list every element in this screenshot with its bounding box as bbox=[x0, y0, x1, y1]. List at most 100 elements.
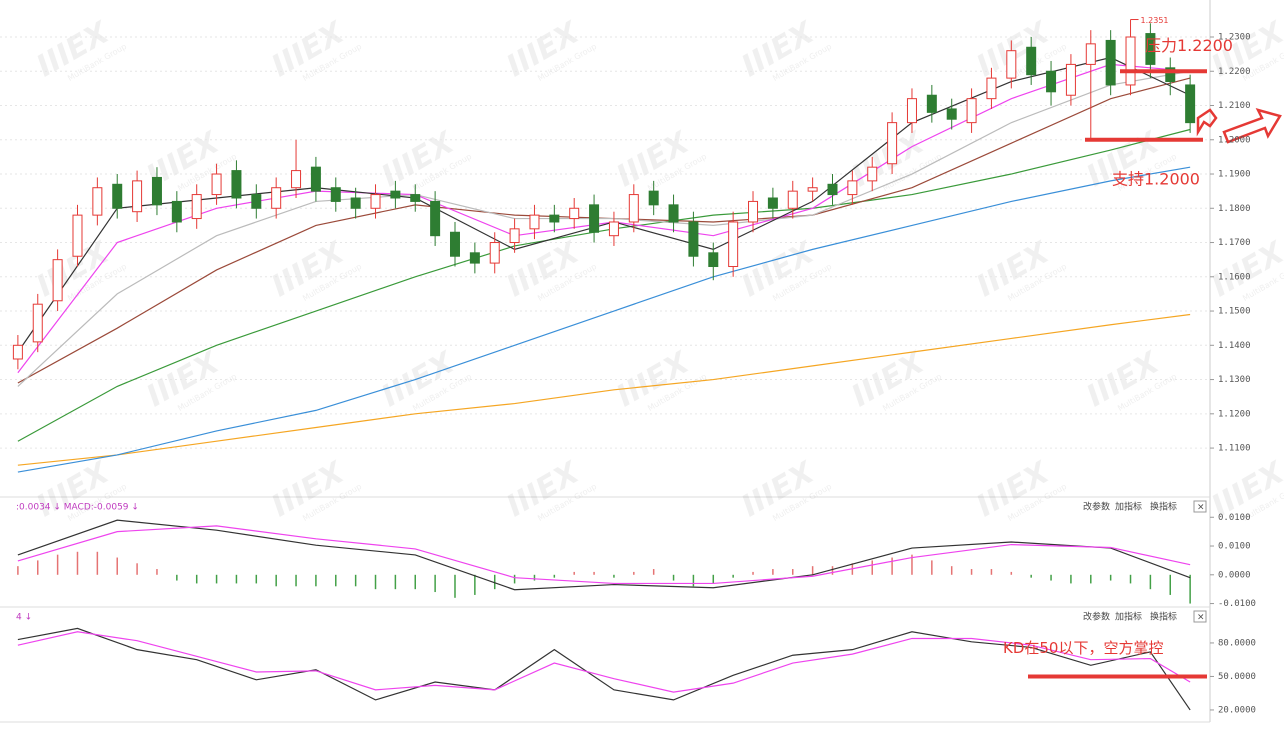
candle-body bbox=[489, 242, 500, 264]
indicator-button[interactable]: 改参数 bbox=[1083, 611, 1110, 623]
candle-body bbox=[330, 187, 341, 202]
arrow-down bbox=[1196, 108, 1218, 137]
candle-body bbox=[906, 98, 917, 124]
candle-body bbox=[966, 98, 977, 124]
indicator-line bbox=[17, 519, 1191, 591]
candle-body bbox=[151, 176, 162, 206]
candle-body bbox=[847, 180, 858, 196]
candle-body bbox=[1046, 70, 1057, 93]
candle-body bbox=[1185, 84, 1196, 124]
y-tick-label: 1.2200 bbox=[1218, 67, 1251, 77]
candle-body bbox=[887, 122, 898, 165]
indicator-button[interactable]: 改参数 bbox=[1083, 501, 1110, 513]
y-tick-label: 0.0100 bbox=[1218, 513, 1251, 523]
y-tick-label: 1.1500 bbox=[1218, 307, 1251, 317]
indicator-button[interactable]: 换指标 bbox=[1150, 501, 1177, 513]
indicator-line bbox=[17, 313, 1191, 466]
candle-body bbox=[1165, 67, 1176, 83]
candle-body bbox=[72, 214, 83, 257]
candle-body bbox=[648, 190, 659, 206]
kd-note: KD在50以下，空方掌控 bbox=[1003, 639, 1163, 657]
candle-body bbox=[1065, 63, 1076, 96]
candle-body bbox=[211, 173, 222, 196]
candle-body bbox=[688, 221, 699, 257]
y-tick-label: 0.0100 bbox=[1218, 542, 1251, 552]
y-tick-label: 0.0000 bbox=[1218, 570, 1251, 580]
y-tick-label: 80.0000 bbox=[1218, 638, 1256, 648]
y-tick-label: 1.1100 bbox=[1218, 444, 1251, 454]
candle-body bbox=[628, 194, 639, 223]
candle-body bbox=[271, 187, 282, 209]
y-tick-label: 1.2000 bbox=[1218, 135, 1251, 145]
candle-body bbox=[668, 204, 679, 223]
y-tick-label: 1.1800 bbox=[1218, 204, 1251, 214]
y-tick-label: 1.1200 bbox=[1218, 409, 1251, 419]
candle-body bbox=[350, 197, 361, 209]
candle-body bbox=[390, 190, 401, 199]
candle-body bbox=[469, 252, 480, 264]
indicator-button[interactable]: 加指标 bbox=[1115, 611, 1142, 623]
candle-body bbox=[1145, 33, 1156, 65]
high-label: 1.2351 bbox=[1141, 16, 1169, 25]
candle-body bbox=[708, 252, 719, 268]
y-tick-label: 1.1700 bbox=[1218, 238, 1251, 248]
candle-body bbox=[132, 180, 143, 213]
candle-body bbox=[370, 194, 381, 209]
candle-body bbox=[529, 214, 540, 230]
indicator-line bbox=[17, 525, 1191, 585]
candle-body bbox=[92, 187, 103, 216]
y-tick-label: 1.1900 bbox=[1218, 170, 1251, 180]
y-tick-label: 20.0000 bbox=[1218, 705, 1256, 715]
indicator-button[interactable]: 加指标 bbox=[1115, 501, 1142, 513]
candle-body bbox=[1026, 46, 1037, 76]
y-tick-label: -0.0100 bbox=[1218, 599, 1256, 609]
y-tick-label: 1.1300 bbox=[1218, 375, 1251, 385]
close-button[interactable]: × bbox=[1197, 503, 1205, 513]
indicator-line bbox=[17, 166, 1191, 473]
y-tick-label: 1.2100 bbox=[1218, 101, 1251, 111]
candle-body bbox=[787, 190, 798, 209]
candle-body bbox=[767, 197, 778, 209]
candle-body bbox=[926, 94, 937, 113]
candle-body bbox=[589, 204, 600, 233]
candle-body bbox=[509, 228, 520, 244]
candle-body bbox=[251, 194, 262, 209]
candle-body bbox=[946, 108, 957, 120]
level-label: 压力1.2200 bbox=[1145, 36, 1233, 55]
candle-body bbox=[748, 200, 759, 223]
arrow-right bbox=[1222, 108, 1282, 144]
candle-body bbox=[1006, 50, 1017, 79]
candle-body bbox=[1125, 36, 1136, 86]
candle-body bbox=[867, 166, 878, 182]
candle-body bbox=[310, 166, 321, 192]
indicator-button[interactable]: 换指标 bbox=[1150, 611, 1177, 623]
y-tick-label: 1.1400 bbox=[1218, 341, 1251, 351]
close-button[interactable]: × bbox=[1197, 613, 1205, 623]
candle-body bbox=[291, 170, 302, 189]
y-tick-label: 50.0000 bbox=[1218, 672, 1256, 682]
candle-body bbox=[191, 194, 202, 220]
candle-body bbox=[827, 183, 838, 196]
indicator-line bbox=[17, 627, 1191, 711]
close-box bbox=[1193, 610, 1207, 623]
candle-body bbox=[12, 344, 23, 360]
candle-body bbox=[807, 187, 818, 192]
indicator-line bbox=[17, 631, 1191, 693]
candle-body bbox=[32, 303, 43, 343]
candle-body bbox=[569, 207, 580, 220]
indicator-header: 4 ↓ bbox=[16, 613, 32, 623]
candle-body bbox=[728, 221, 739, 268]
candle-body bbox=[112, 183, 123, 209]
candle-body bbox=[1105, 39, 1116, 86]
candle-body bbox=[430, 200, 441, 237]
candle-body bbox=[608, 221, 619, 237]
candle-body bbox=[231, 170, 242, 199]
candle-body bbox=[410, 194, 421, 202]
close-box bbox=[1193, 500, 1207, 513]
indicator-header: :0.0034 ↓ MACD:-0.0059 ↓ bbox=[16, 503, 139, 513]
candle-body bbox=[171, 200, 182, 223]
candle-body bbox=[549, 214, 560, 223]
candle-body bbox=[1085, 43, 1096, 65]
candle-body bbox=[52, 259, 63, 302]
